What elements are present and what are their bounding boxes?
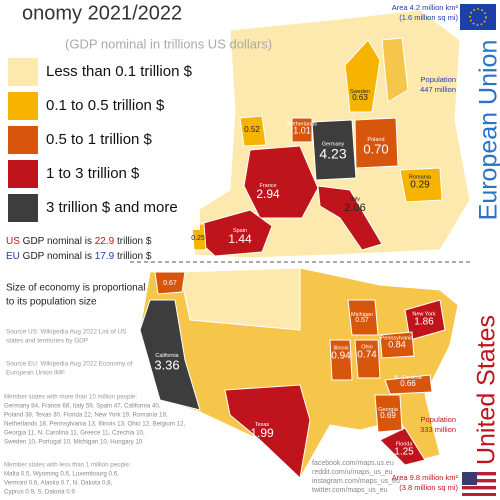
member-line: Sweden 10, Portugal 10, Michigan 10, Hun… bbox=[4, 439, 143, 446]
region-name: N. Carolina bbox=[394, 375, 422, 381]
gdp-total: US GDP nominal is 22.9 trillion $ bbox=[6, 236, 152, 247]
region-value: 0.57 bbox=[355, 317, 369, 324]
region-name: Ohio bbox=[361, 344, 373, 350]
social-link: facebook.com/maps.us.eu bbox=[312, 460, 394, 467]
region-value: 1.44 bbox=[228, 232, 252, 246]
social-link: twitter.com/maps_us_eu bbox=[312, 487, 388, 494]
region-name: Romania bbox=[409, 174, 432, 180]
gdp-total: EU GDP nominal is 17.9 trillion $ bbox=[6, 251, 152, 262]
social-link: instagram.com/maps_us_eu bbox=[312, 478, 400, 485]
region-name: Germany bbox=[322, 141, 345, 147]
member-line: Vermont 0.6, Alaska 0.7, N. Dakota 0.8, bbox=[4, 480, 113, 487]
gdp-prefix: US bbox=[6, 236, 23, 247]
eu-flag bbox=[460, 4, 496, 30]
region-name: Texas bbox=[255, 422, 270, 428]
region-value: 0.70 bbox=[363, 141, 388, 156]
legend-label: 0.5 to 1 trillion $ bbox=[46, 131, 153, 148]
source: European Union IMF bbox=[6, 370, 65, 377]
gdp-text: GDP nominal is bbox=[23, 251, 95, 262]
region-name: Illinois bbox=[333, 345, 349, 351]
gdp-text: GDP nominal is bbox=[23, 236, 95, 247]
region-value: 1.99 bbox=[250, 426, 274, 440]
us-area: (3.8 million sq mi) bbox=[399, 483, 458, 492]
member-line: Malta 0.5, Wyoming 0.6, Luxembourg 0.6, bbox=[4, 471, 119, 478]
legend-swatch bbox=[8, 58, 38, 86]
member-line: Cyprus 0.9, S. Dakota 0.9 bbox=[4, 489, 75, 496]
region-value: 0.52 bbox=[244, 125, 260, 134]
us-map bbox=[139, 267, 459, 480]
gdp-value: 17.9 bbox=[95, 251, 117, 262]
region-value: 0.25 bbox=[191, 235, 205, 242]
region-name: Italy bbox=[350, 197, 360, 203]
region-value: 0.63 bbox=[352, 93, 368, 102]
eu-area: (1.6 million sq mi) bbox=[399, 13, 458, 22]
eu-label: European Union bbox=[475, 40, 500, 221]
region-value: 0.69 bbox=[380, 411, 396, 420]
member-line: Poland 38, Texas 30, Florida 22, New Yor… bbox=[4, 412, 168, 419]
region-value: 0.94 bbox=[331, 351, 351, 362]
region-value: 1.01 bbox=[293, 125, 311, 135]
gdp-value: 22.9 bbox=[95, 236, 117, 247]
region-value: 0.29 bbox=[410, 180, 430, 191]
us-area: Area 9.8 million km² bbox=[392, 473, 459, 482]
eu-population: Population bbox=[421, 75, 456, 84]
region-name: Spain bbox=[233, 228, 247, 234]
region-name: Michigan bbox=[351, 312, 373, 318]
us-population: 333 million bbox=[420, 425, 456, 434]
region-name: Sweden bbox=[350, 89, 370, 95]
us-population: Population bbox=[421, 415, 456, 424]
region-value: 2.94 bbox=[256, 187, 280, 201]
legend-swatch bbox=[8, 92, 38, 120]
region-value: 3.36 bbox=[154, 357, 179, 372]
subtitle: (GDP nominal in trillions US dollars) bbox=[65, 36, 272, 51]
member-line: Member states with more than 10 million … bbox=[4, 394, 137, 401]
region-name: California bbox=[155, 353, 179, 359]
us-flag bbox=[462, 472, 496, 496]
legend-swatch bbox=[8, 194, 38, 222]
legend-label: 0.1 to 0.5 trillion $ bbox=[46, 97, 165, 114]
region-name: Poland bbox=[367, 137, 384, 143]
region-value: 4.23 bbox=[319, 146, 346, 162]
region-value: 1.86 bbox=[414, 317, 434, 328]
region-value: 0.66 bbox=[400, 379, 416, 388]
eu-area: Area 4.2 million km² bbox=[392, 3, 459, 12]
note: Size of economy is proportional bbox=[6, 283, 146, 294]
region-name: Netherlands bbox=[287, 121, 317, 127]
gdp-unit: trillion $ bbox=[117, 251, 152, 262]
gdp-prefix: EU bbox=[6, 251, 23, 262]
note: to its population size bbox=[6, 297, 97, 308]
legend-swatch bbox=[8, 126, 38, 154]
social-link: reddit.com/u/maps_us_eu bbox=[312, 469, 393, 476]
region-name: New York bbox=[412, 311, 435, 317]
legend-label: 1 to 3 trillion $ bbox=[46, 165, 140, 182]
region-name: Georgia bbox=[378, 407, 399, 413]
member-line: Georgia 11, N. Carolina 11, Greece 11, C… bbox=[4, 430, 145, 437]
region-value: 0.67 bbox=[163, 280, 177, 287]
member-line: Germany 84, France 68, Italy 59, Spain 4… bbox=[4, 403, 161, 410]
legend-label: 3 trillion $ and more bbox=[46, 199, 178, 216]
title: onomy 2021/2022 bbox=[22, 2, 182, 24]
member-line: Member states with less than 1 million p… bbox=[4, 462, 131, 469]
region-name: Pennsylvania bbox=[381, 335, 415, 341]
region-value: 1.25 bbox=[394, 447, 414, 458]
region-name: France bbox=[259, 183, 276, 189]
member-line: Netherlands 18, Pennsylvania 13, Illinoi… bbox=[4, 421, 186, 428]
legend-swatch bbox=[8, 160, 38, 188]
legend-label: Less than 0.1 trillion $ bbox=[46, 63, 193, 80]
source: Source US: Wikipedia Aug 2022 List of US bbox=[6, 329, 126, 336]
source: Source EU: Wikipedia Aug 2022 Economy of bbox=[6, 361, 133, 368]
region-value: 0.84 bbox=[388, 339, 406, 349]
region-name: Florida bbox=[396, 441, 414, 447]
source: states and territories by GDP bbox=[6, 338, 88, 345]
gdp-unit: trillion $ bbox=[117, 236, 152, 247]
region-value: 0.74 bbox=[357, 350, 377, 361]
us-label: United States bbox=[473, 315, 500, 465]
eu-map bbox=[189, 9, 471, 259]
region-value: 2.06 bbox=[344, 202, 365, 214]
eu-population: 447 million bbox=[420, 85, 456, 94]
